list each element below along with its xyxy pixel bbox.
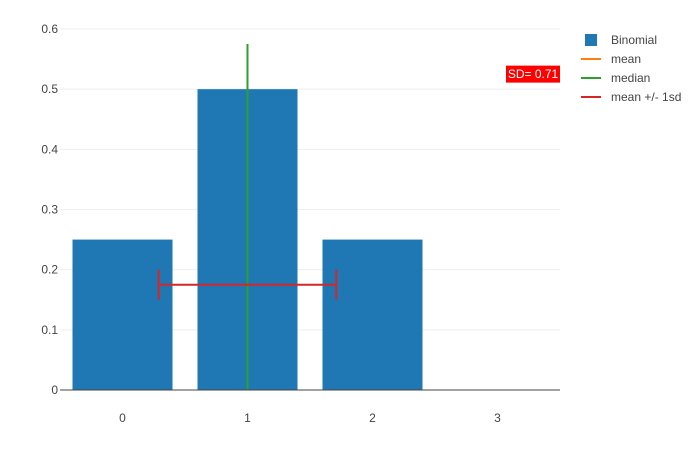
x-tick-label: 1 [244,411,251,425]
legend-label-mean-1sd: mean +/- 1sd [611,90,681,104]
sd-annotation-box [506,65,560,83]
x-tick-label: 0 [119,411,126,425]
lines-layer [157,44,338,390]
y-tick-label: 0.3 [41,203,58,217]
legend-layer: Binomial mean median mean +/- 1sd [581,33,681,104]
sd-annotation-text: SD= 0.71 [508,67,559,81]
bar [72,239,173,390]
axes-layer: 0 0.1 0.2 0.3 0.4 0.5 0.6 0 1 2 3 [41,22,560,425]
y-tick-label: 0.4 [41,142,58,156]
annotation-layer: SD= 0.71 [506,65,560,83]
y-tick-label: 0 [51,383,58,397]
legend-label-mean: mean [611,52,641,66]
legend-label-median: median [611,71,650,85]
x-tick-label: 3 [494,411,501,425]
legend-label-binomial: Binomial [611,33,657,47]
y-tick-label: 0.2 [41,263,58,277]
bar [322,239,423,390]
legend-swatch-binomial [585,34,597,46]
y-tick-label: 0.5 [41,82,58,96]
x-tick-label: 2 [369,411,376,425]
y-tick-label: 0.6 [41,22,58,36]
y-tick-label: 0.1 [41,323,58,337]
